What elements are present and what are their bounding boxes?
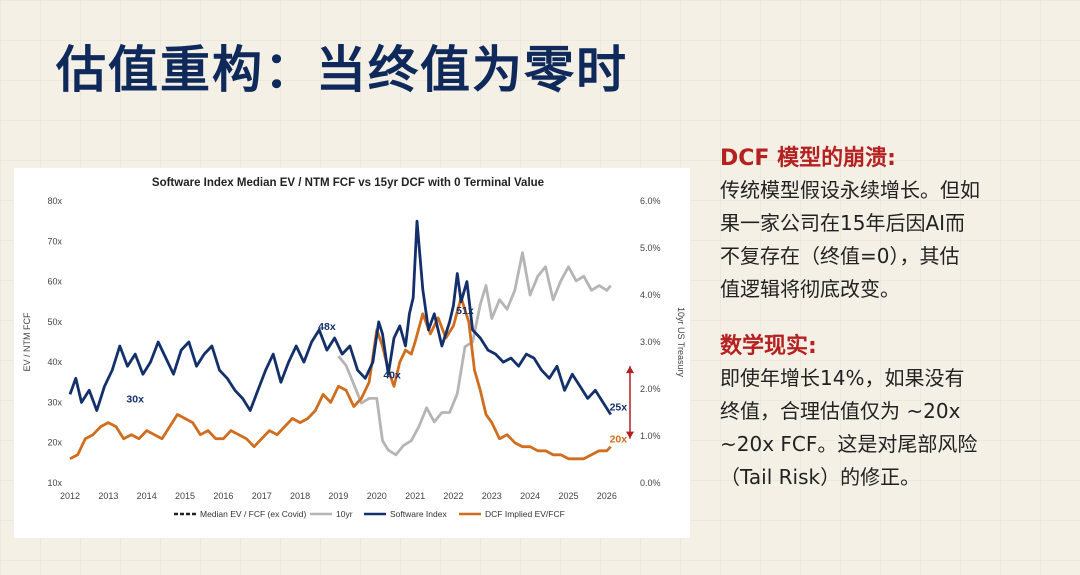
sec1-body: 传统模型假设永续增长。但如 果一家公司在15年后因AI而 不复存在（终值=0），…	[720, 174, 1060, 306]
y2-tick-label: 6.0%	[640, 196, 661, 206]
x-tick-label: 2022	[443, 491, 463, 501]
y-tick-label: 20x	[47, 438, 62, 448]
sec2-line: 即使年增长14%，如果没有	[720, 366, 965, 390]
series-line-10yr	[337, 251, 612, 457]
y2-axis-label: 10yr US Treasury	[676, 307, 686, 378]
y-tick-label: 70x	[47, 236, 62, 246]
legend-label: Software Index	[390, 509, 447, 519]
sec2-line: （Tail Risk）的修正。	[720, 465, 921, 489]
x-tick-label: 2024	[520, 491, 540, 501]
series-line-software-index	[68, 219, 612, 416]
y-tick-label: 50x	[47, 317, 62, 327]
data-label: 51x	[456, 305, 474, 317]
y-axis-label: EV / NTM FCF	[22, 312, 32, 371]
legend-label: 10yr	[336, 509, 353, 519]
x-tick-label: 2021	[405, 491, 425, 501]
chart-panel: Software Index Median EV / NTM FCF vs 15…	[14, 168, 690, 538]
gap-arrow-head-bottom	[626, 431, 634, 439]
sec2-line: 终值，合理估值仅为 ~20x	[720, 399, 961, 423]
y2-tick-label: 3.0%	[640, 337, 661, 347]
data-label: 30x	[126, 393, 144, 405]
sec1-line: 果一家公司在15年后因AI而	[720, 211, 966, 235]
legend-label: DCF Implied EV/FCF	[485, 509, 565, 519]
data-label: 20x	[610, 434, 628, 446]
data-label: 40x	[383, 369, 401, 381]
y-tick-label: 80x	[47, 196, 62, 206]
legend-label: Median EV / FCF (ex Covid)	[200, 509, 306, 519]
x-tick-label: 2015	[175, 491, 195, 501]
page-title: 估值重构：当终值为零时	[56, 41, 628, 99]
data-label: 48x	[318, 321, 336, 333]
chart-title: Software Index Median EV / NTM FCF vs 15…	[152, 177, 544, 189]
y2-tick-label: 4.0%	[640, 290, 661, 300]
x-tick-label: 2016	[213, 491, 233, 501]
sec2-line: ~20x FCF。这是对尾部风险	[720, 432, 978, 456]
y-tick-label: 10x	[47, 478, 62, 488]
data-label: 25x	[610, 401, 628, 413]
chart-svg: Software Index Median EV / NTM FCF vs 15…	[22, 177, 686, 519]
y-tick-label: 40x	[47, 357, 62, 367]
sec1-line: 传统模型假设永续增长。但如	[720, 178, 980, 202]
sec1-line: 值逻辑将彻底改变。	[720, 277, 900, 301]
y-tick-label: 30x	[47, 397, 62, 407]
y2-tick-label: 1.0%	[640, 431, 661, 441]
x-tick-label: 2012	[60, 491, 80, 501]
x-tick-label: 2026	[597, 491, 617, 501]
x-tick-label: 2023	[482, 491, 502, 501]
series-line-dcf-implied-ev-fcf	[69, 296, 612, 461]
sec1-line: 不复存在（终值=0），其估	[720, 244, 960, 268]
x-tick-label: 2018	[290, 491, 310, 501]
sec1-heading: DCF 模型的崩溃:	[720, 146, 896, 171]
x-tick-label: 2025	[558, 491, 578, 501]
y2-tick-label: 5.0%	[640, 243, 661, 253]
x-tick-label: 2017	[252, 491, 272, 501]
side-panel: DCF 模型的崩溃: 传统模型假设永续增长。但如 果一家公司在15年后因AI而 …	[720, 140, 1060, 494]
sec2-heading: 数学现实:	[720, 334, 817, 359]
sec2-body: 即使年增长14%，如果没有 终值，合理估值仅为 ~20x ~20x FCF。这是…	[720, 362, 1060, 494]
x-tick-label: 2014	[137, 491, 157, 501]
y2-tick-label: 2.0%	[640, 384, 661, 394]
x-tick-label: 2019	[328, 491, 348, 501]
y2-tick-label: 0.0%	[640, 478, 661, 488]
y-tick-label: 60x	[47, 277, 62, 287]
x-tick-label: 2013	[98, 491, 118, 501]
x-tick-label: 2020	[367, 491, 387, 501]
gap-arrow-head-top	[626, 366, 634, 374]
